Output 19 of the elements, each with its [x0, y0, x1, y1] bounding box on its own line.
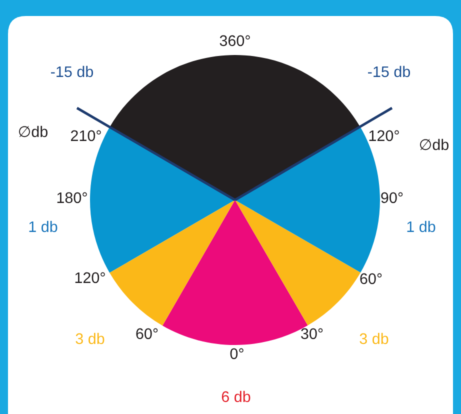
text: ∅db [19, 126, 48, 138]
text: 60° [360, 273, 382, 284]
text: 90° [381, 192, 403, 204]
text: 120° [75, 272, 105, 284]
text: 6 db [222, 390, 250, 402]
text: 0° [230, 348, 244, 360]
text: 1 db [407, 220, 436, 232]
text: 210° [70, 130, 101, 142]
text: -15 db [51, 66, 94, 78]
text: 3 db [76, 332, 104, 344]
text: -15 db [368, 66, 410, 78]
text: 1 db [29, 220, 58, 232]
text: ∅db [420, 138, 449, 150]
text: 120° [369, 130, 399, 142]
text: 180° [57, 192, 87, 204]
text: 30° [301, 328, 323, 340]
text: 360° [220, 35, 250, 46]
text: 60° [136, 328, 158, 340]
text: 3 db [360, 332, 388, 344]
